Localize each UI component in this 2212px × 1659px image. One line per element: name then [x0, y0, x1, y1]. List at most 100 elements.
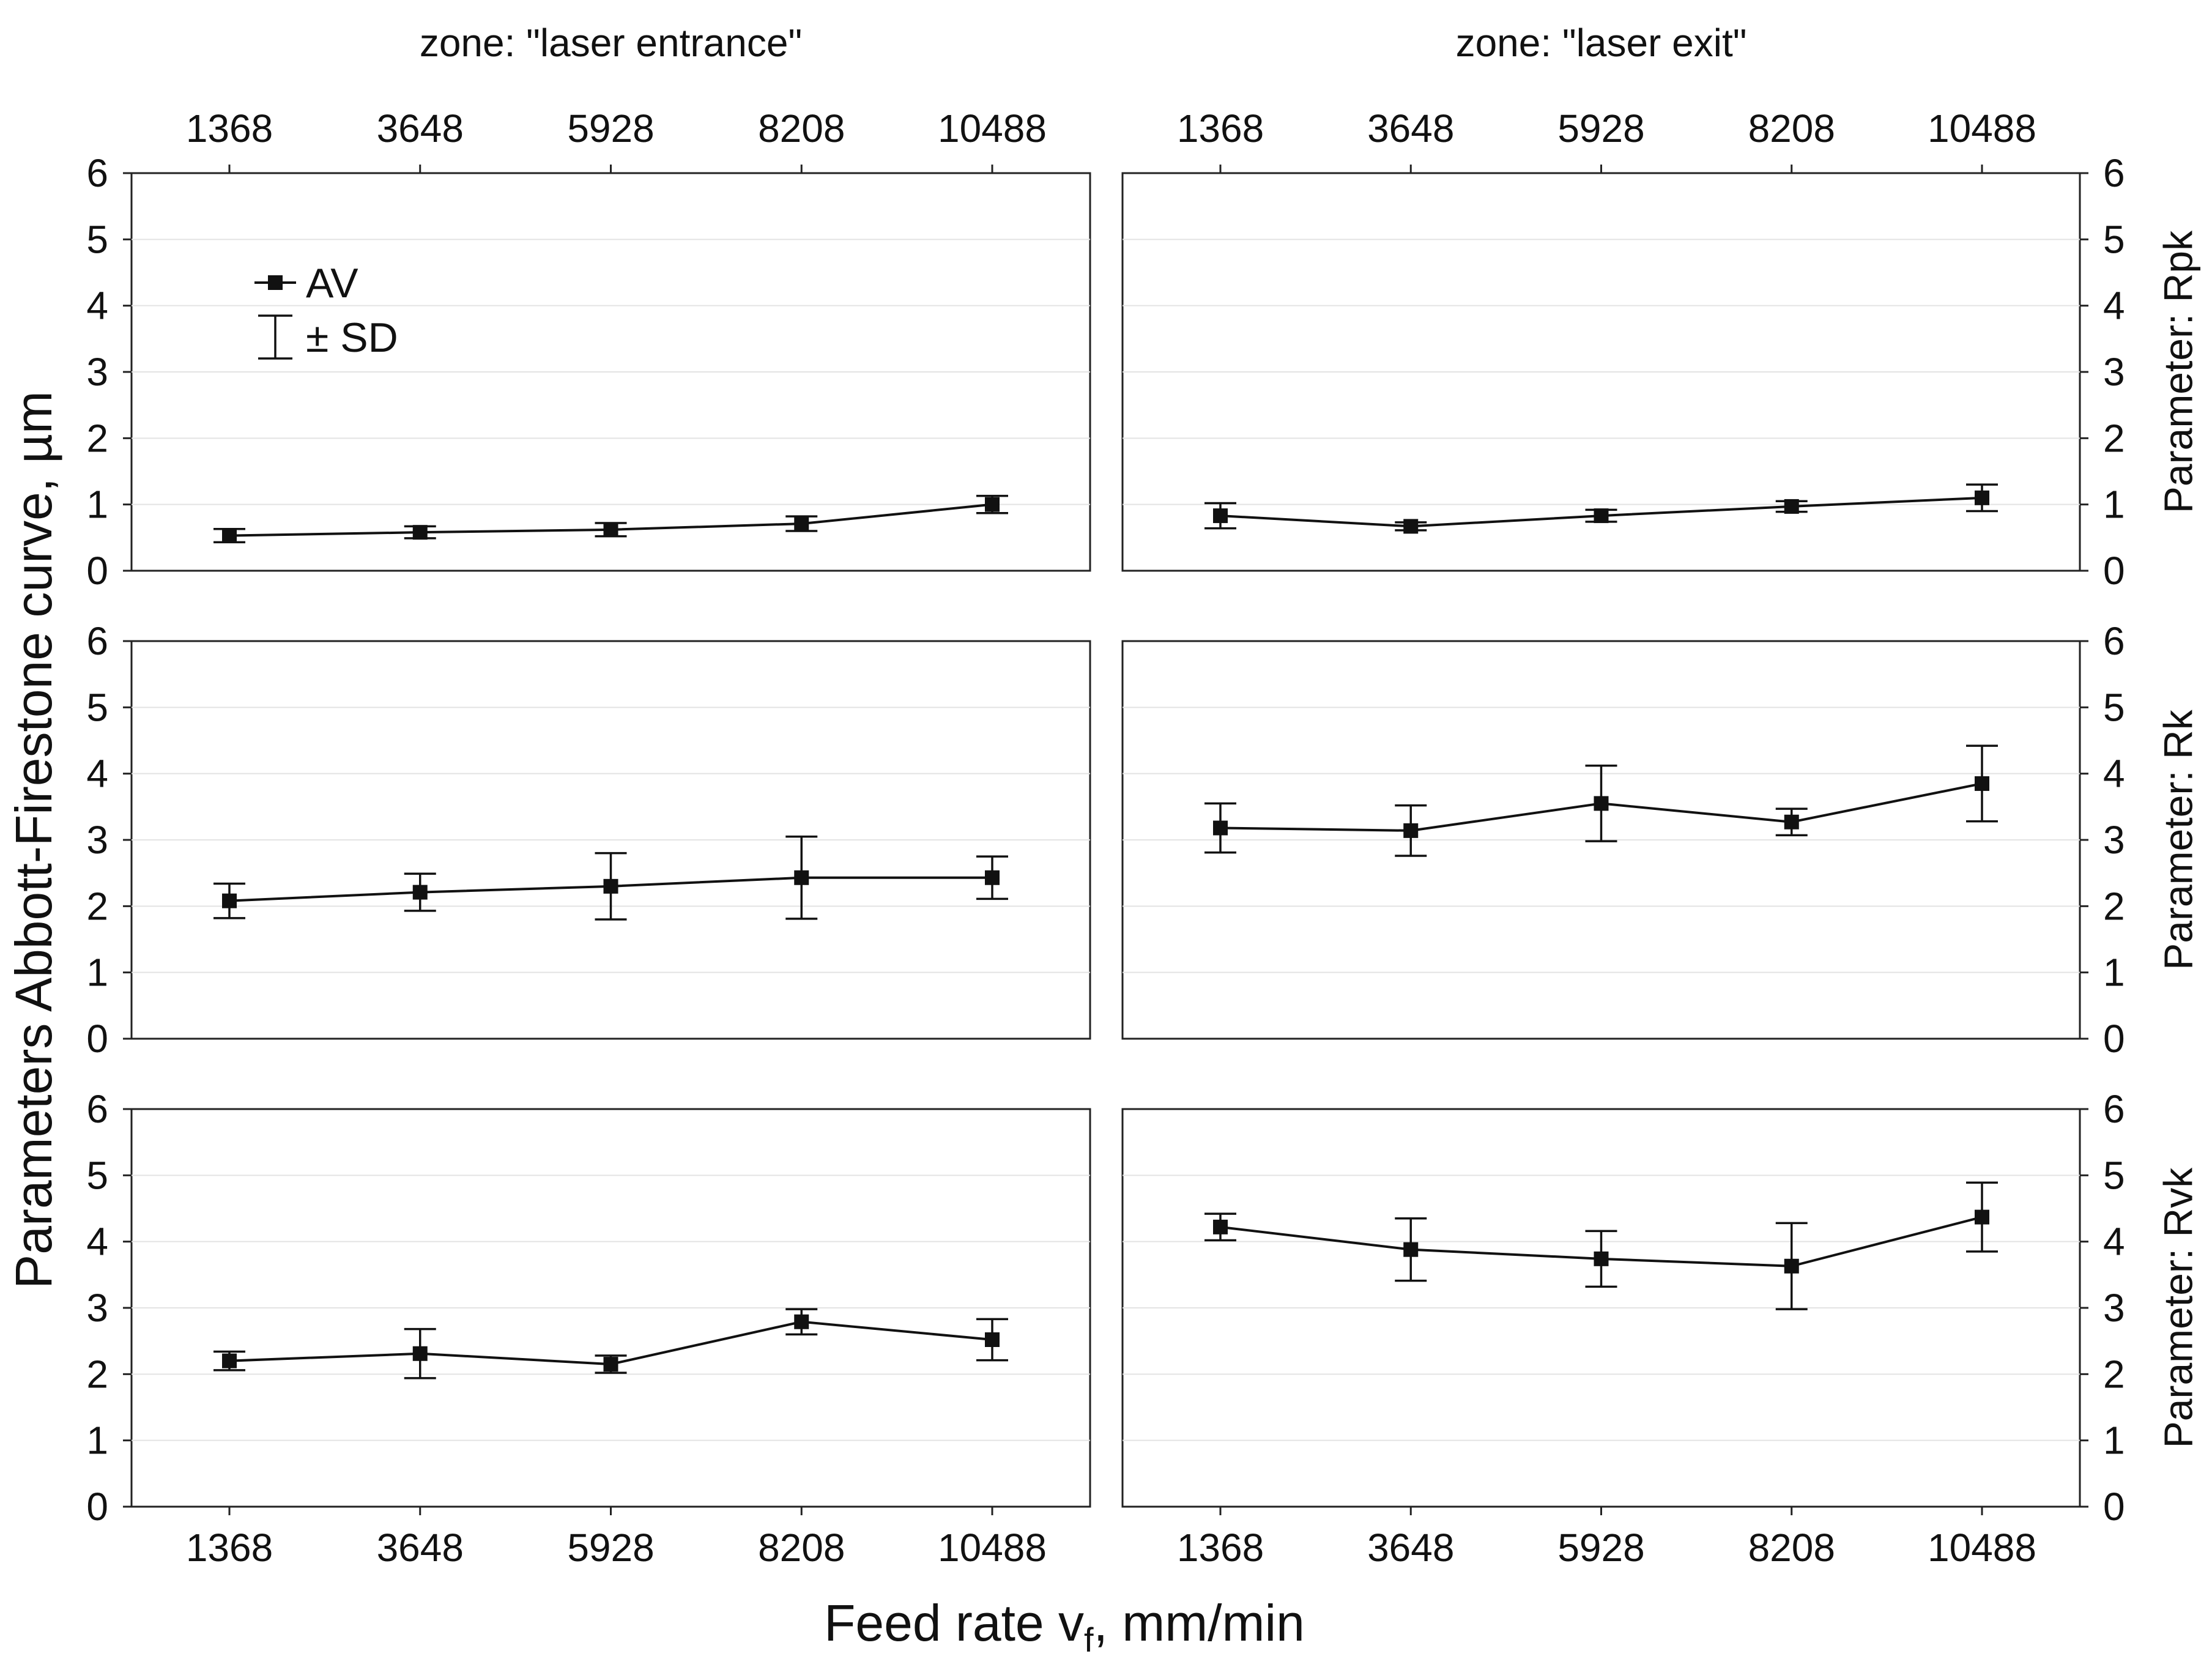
y-tick-label-left: 6 — [86, 1087, 108, 1131]
y-tick-label-left: 5 — [86, 217, 108, 261]
data-point-marker — [1975, 490, 1989, 505]
data-point-marker — [1784, 499, 1799, 514]
x-tick-label-bottom: 5928 — [1557, 1526, 1644, 1570]
column-title: zone: "laser entrance" — [420, 21, 802, 65]
data-point-marker — [985, 497, 1000, 512]
row-label: Parameter: Rk — [2155, 709, 2200, 970]
y-tick-label-left: 4 — [86, 284, 108, 328]
x-tick-label-top: 3648 — [377, 106, 464, 150]
data-point-marker — [1784, 1258, 1799, 1274]
x-tick-label-top: 8208 — [758, 106, 845, 150]
data-point-marker — [985, 870, 1000, 885]
x-axis-title-main: Feed rate v — [824, 1594, 1084, 1652]
y-tick-label-right: 1 — [2103, 1419, 2125, 1463]
y-tick-label-right: 4 — [2103, 752, 2125, 796]
x-axis-title-subscript: f — [1084, 1620, 1094, 1659]
y-tick-label-right: 2 — [2103, 416, 2125, 460]
data-point-marker — [222, 528, 237, 543]
y-tick-label-right: 5 — [2103, 217, 2125, 261]
data-point-marker — [794, 870, 809, 885]
panel-r1-c0 — [130, 640, 1091, 1040]
legend-label-sd: ± SD — [306, 314, 398, 361]
panel-r0-c1 — [1121, 172, 2081, 572]
series-AV-r1-c1 — [1204, 744, 1998, 857]
data-point-marker — [1403, 823, 1419, 838]
y-tick-label-right: 2 — [2103, 1352, 2125, 1396]
series-AV-r1-c0 — [213, 835, 1008, 921]
data-point-marker — [412, 525, 428, 540]
data-point-marker — [985, 1332, 1000, 1347]
y-tick-label-left: 6 — [86, 619, 108, 663]
x-tick-label-bottom: 8208 — [1748, 1526, 1835, 1570]
panel-r2-c1 — [1121, 1108, 2081, 1508]
panel-r2-c0 — [130, 1108, 1091, 1508]
y-tick-label-left: 0 — [86, 1485, 108, 1529]
y-tick-label-left: 4 — [86, 752, 108, 796]
y-tick-label-right: 2 — [2103, 884, 2125, 928]
x-tick-label-top: 1368 — [1177, 106, 1264, 150]
x-tick-label-top: 3648 — [1367, 106, 1454, 150]
y-tick-label-left: 2 — [86, 416, 108, 460]
data-point-marker — [1975, 1209, 1989, 1225]
data-point-marker — [1213, 820, 1228, 836]
y-tick-label-right: 1 — [2103, 483, 2125, 527]
x-axis-title: Feed rate vf, mm/min — [824, 1594, 1305, 1659]
y-tick-label-right: 1 — [2103, 951, 2125, 995]
series-AV-r0-c0 — [213, 494, 1008, 544]
data-point-marker — [1975, 776, 1989, 791]
x-tick-label-bottom: 8208 — [758, 1526, 845, 1570]
data-point-marker — [794, 516, 809, 532]
data-point-marker — [1403, 1242, 1419, 1257]
x-tick-label-bottom: 3648 — [377, 1526, 464, 1570]
data-point-marker — [222, 1353, 237, 1368]
y-tick-label-left: 1 — [86, 483, 108, 527]
legend-label-av: AV — [306, 260, 358, 306]
x-tick-label-bottom: 10488 — [938, 1526, 1047, 1570]
y-tick-label-right: 3 — [2103, 818, 2125, 862]
data-point-marker — [412, 1346, 428, 1361]
y-tick-label-left: 5 — [86, 1153, 108, 1197]
x-tick-label-bottom: 5928 — [567, 1526, 654, 1570]
x-tick-label-top: 10488 — [1928, 106, 2036, 150]
data-point-marker — [1594, 1251, 1609, 1266]
row-label: Parameter: Rpk — [2155, 230, 2200, 513]
y-tick-label-left: 1 — [86, 951, 108, 995]
y-tick-label-left: 2 — [86, 1352, 108, 1396]
data-point-marker — [1403, 519, 1419, 534]
data-point-marker — [794, 1314, 809, 1329]
y-tick-label-right: 0 — [2103, 549, 2125, 593]
x-axis-title-suffix: , mm/min — [1094, 1594, 1305, 1652]
y-tick-label-left: 2 — [86, 884, 108, 928]
x-tick-label-bottom: 1368 — [186, 1526, 273, 1570]
y-axis-title: Parameters Abbott-Firestone curve, µm — [5, 391, 62, 1289]
y-tick-label-left: 0 — [86, 549, 108, 593]
data-point-marker — [603, 1357, 618, 1372]
data-point-marker — [1784, 814, 1799, 830]
legend-marker-symbol — [268, 275, 283, 290]
data-point-marker — [222, 893, 237, 908]
y-tick-label-right: 6 — [2103, 151, 2125, 195]
row-label: Parameter: Rvk — [2155, 1167, 2200, 1448]
data-point-marker — [1594, 508, 1609, 524]
y-tick-label-left: 3 — [86, 1286, 108, 1330]
y-tick-label-left: 4 — [86, 1220, 108, 1264]
y-tick-label-left: 6 — [86, 151, 108, 195]
data-point-marker — [412, 885, 428, 900]
panel-r0-c0 — [130, 172, 1091, 572]
x-tick-label-bottom: 1368 — [1177, 1526, 1264, 1570]
y-tick-label-right: 0 — [2103, 1017, 2125, 1061]
legend: AV ± SD — [254, 260, 398, 361]
y-tick-label-left: 5 — [86, 685, 108, 729]
y-tick-label-right: 5 — [2103, 685, 2125, 729]
y-tick-label-right: 3 — [2103, 1286, 2125, 1330]
data-point-marker — [1594, 796, 1609, 811]
y-tick-label-left: 0 — [86, 1017, 108, 1061]
y-tick-label-right: 4 — [2103, 284, 2125, 328]
series-AV-r0-c1 — [1204, 483, 1998, 534]
series-AV-r2-c0 — [213, 1308, 1008, 1379]
y-tick-label-left: 3 — [86, 350, 108, 394]
data-point-marker — [603, 878, 618, 894]
data-point-marker — [603, 522, 618, 537]
data-point-marker — [1213, 508, 1228, 524]
